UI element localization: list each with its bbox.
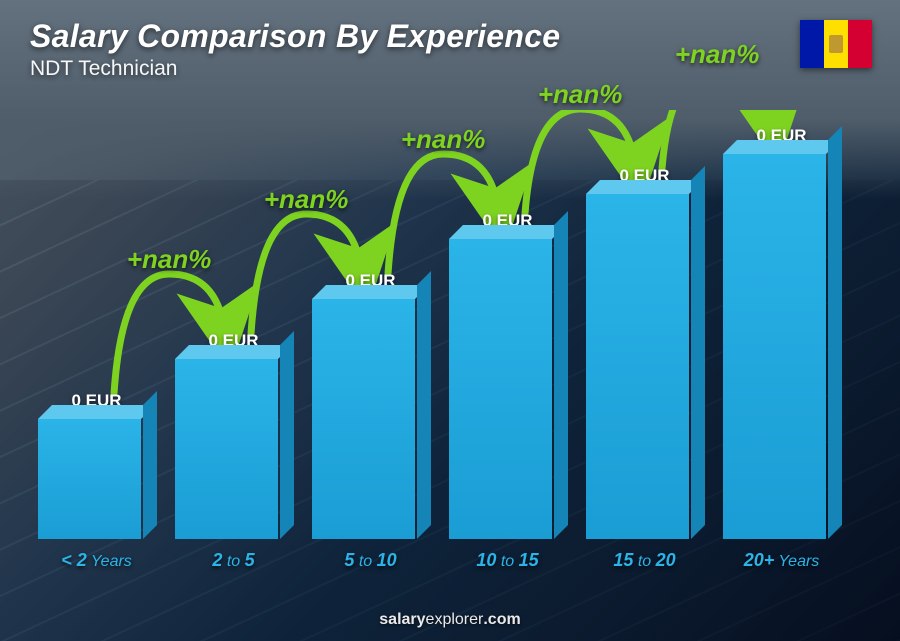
bar-front <box>586 194 689 539</box>
x-label-4: 15 to 20 <box>586 550 703 571</box>
flag-stripe-1 <box>800 20 824 68</box>
bar-top <box>449 225 566 239</box>
x-label-1: 2 to 5 <box>175 550 292 571</box>
brand-light: explorer <box>426 611 484 628</box>
bar-shape <box>449 239 566 539</box>
bar-side <box>417 271 431 539</box>
bar-chart: 0 EUR0 EUR0 EUR0 EUR0 EUR0 EUR < 2 Years… <box>38 110 840 571</box>
bar-top <box>38 405 155 419</box>
footer-brand: salaryexplorer.com <box>0 611 900 629</box>
bars-container: 0 EUR0 EUR0 EUR0 EUR0 EUR0 EUR <box>38 129 840 539</box>
bar-shape <box>175 359 292 539</box>
country-flag-icon <box>800 20 872 68</box>
bar-0: 0 EUR <box>38 391 155 539</box>
flag-crest-icon <box>829 35 843 53</box>
x-label-5: 20+ Years <box>723 550 840 571</box>
bar-4: 0 EUR <box>586 166 703 539</box>
bar-shape <box>723 154 840 539</box>
bar-front <box>449 239 552 539</box>
delta-label-1: +nan% <box>264 184 349 215</box>
bar-2: 0 EUR <box>312 271 429 539</box>
bar-shape <box>312 299 429 539</box>
bar-side <box>143 391 157 539</box>
bar-3: 0 EUR <box>449 211 566 539</box>
x-axis: < 2 Years 2 to 5 5 to 10 10 to 15 15 to 20 20… <box>38 550 840 571</box>
bar-side <box>828 126 842 539</box>
brand-suffix: .com <box>483 611 520 628</box>
x-label-2: 5 to 10 <box>312 550 429 571</box>
x-label-3: 10 to 15 <box>449 550 566 571</box>
delta-label-2: +nan% <box>401 124 486 155</box>
flag-stripe-2 <box>824 20 848 68</box>
flag-stripe-3 <box>848 20 872 68</box>
bar-side <box>554 211 568 539</box>
bar-top <box>175 345 292 359</box>
bar-side <box>280 331 294 539</box>
delta-label-3: +nan% <box>538 79 623 110</box>
bar-front <box>38 419 141 539</box>
bar-top <box>312 285 429 299</box>
bar-front <box>175 359 278 539</box>
delta-label-4: +nan% <box>675 39 760 70</box>
delta-label-0: +nan% <box>127 244 212 275</box>
bar-front <box>723 154 826 539</box>
bar-top <box>586 180 703 194</box>
bar-top <box>723 140 840 154</box>
bar-1: 0 EUR <box>175 331 292 539</box>
bar-5: 0 EUR <box>723 126 840 539</box>
x-label-0: < 2 Years <box>38 550 155 571</box>
bar-side <box>691 166 705 539</box>
brand-bold: salary <box>379 611 425 628</box>
bar-shape <box>586 194 703 539</box>
bar-front <box>312 299 415 539</box>
bar-shape <box>38 419 155 539</box>
